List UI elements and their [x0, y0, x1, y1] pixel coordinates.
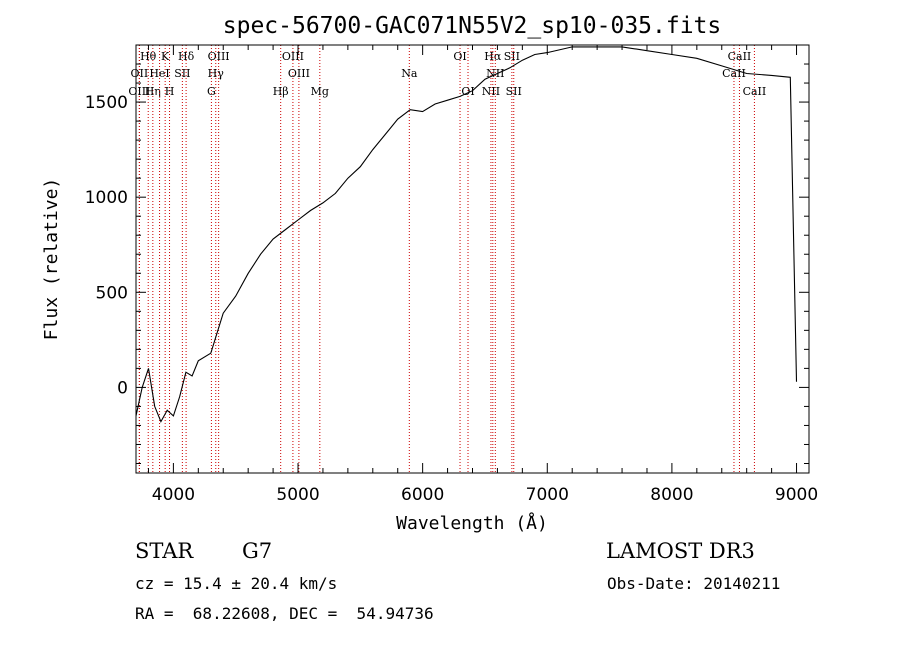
object-class: STAR: [135, 539, 194, 563]
x-axis-label: Wavelength (Å): [396, 512, 548, 534]
marker-label-13: OIII: [282, 50, 304, 63]
spectrum-line-0: [135, 46, 798, 423]
marker-label-7: Hδ: [178, 50, 195, 63]
spectrum-series: [135, 46, 798, 423]
marker-label-25: CaII: [722, 67, 746, 80]
marker-label-19: Hα: [484, 50, 502, 63]
marker-label-4: K: [161, 50, 170, 63]
marker-label-14: OIII: [288, 67, 310, 80]
obs-date: Obs-Date: 20140211: [607, 574, 781, 593]
y-tick-label-2: 1000: [85, 188, 128, 208]
chart-title: spec-56700-GAC071N55V2_sp10-035.fits: [223, 13, 722, 39]
x-tick-label-5: 9000: [775, 485, 818, 505]
plot-frame: [135, 44, 810, 474]
marker-label-12: Hβ: [273, 85, 289, 98]
marker-label-16: Na: [401, 67, 418, 80]
marker-label-23: SII: [506, 85, 522, 98]
y-axis: 0 500 1000 1500: [85, 63, 809, 464]
x-tick-label-0: 4000: [152, 485, 195, 505]
survey-name: LAMOST DR3: [606, 539, 755, 563]
y-axis-label: Flux (relative): [41, 178, 62, 341]
x-tick-label-4: 8000: [650, 485, 693, 505]
marker-label-1: OII: [131, 67, 149, 80]
marker-label-26: CaII: [743, 85, 767, 98]
y-tick-label-3: 1500: [85, 93, 128, 113]
x-tick-label-1: 5000: [276, 485, 319, 505]
marker-label-5: HeI: [149, 67, 169, 80]
marker-label-10: Hγ: [208, 67, 225, 80]
marker-label-17: OI: [453, 50, 466, 63]
marker-label-2: OIII: [128, 85, 150, 98]
subclass: G7: [242, 539, 273, 563]
coordinates: RA = 68.22608, DEC = 54.94736: [135, 604, 434, 623]
marker-label-11: G: [207, 85, 216, 98]
marker-label-0: Hθ: [140, 50, 157, 63]
marker-label-21: NII: [486, 67, 504, 80]
marker-label-6: H: [165, 85, 175, 98]
marker-label-8: SII: [174, 67, 190, 80]
marker-label-3: Hη: [145, 85, 161, 98]
x-tick-label-2: 6000: [401, 485, 444, 505]
marker-label-22: NII: [482, 85, 500, 98]
x-tick-label-3: 7000: [526, 485, 569, 505]
marker-label-15: Mg: [311, 85, 329, 98]
marker-label-9: OIII: [208, 50, 230, 63]
marker-label-20: SII: [504, 50, 520, 63]
y-tick-label-1: 500: [96, 283, 128, 303]
x-axis: 4000 5000 6000 7000 8000 9000: [147, 45, 818, 505]
y-tick-label-0: 0: [117, 378, 128, 398]
redshift-text: cz = 15.4 ± 20.4 km/s: [135, 574, 338, 593]
marker-label-18: OI: [461, 85, 474, 98]
marker-label-24: CaII: [728, 50, 752, 63]
